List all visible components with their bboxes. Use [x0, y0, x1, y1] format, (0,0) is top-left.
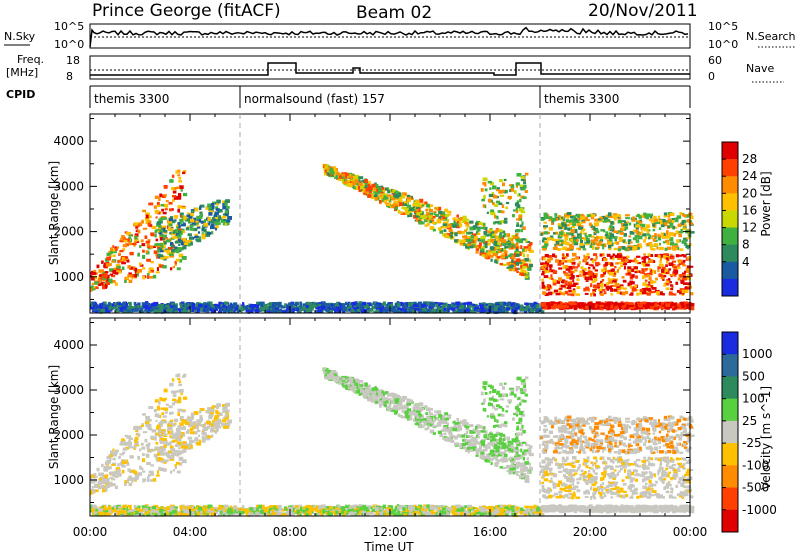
colorbar-swatch: [722, 142, 738, 160]
x-tick-label: 00:00: [673, 525, 708, 539]
x-tick-label: 00:00: [73, 525, 108, 539]
colorbar-swatch: [722, 278, 738, 297]
colorbar-swatch: [722, 210, 738, 229]
nsky-label: N.Sky: [4, 30, 36, 43]
x-tick-label: 20:00: [573, 525, 608, 539]
station-title: Prince George (fitACF): [92, 1, 281, 21]
y-tick-label: 3000: [53, 383, 84, 397]
power-ylabel: Slant Range [km]: [47, 161, 61, 265]
colorbar-tick-label: 8: [742, 238, 750, 252]
colorbar-tick-label: 500: [742, 369, 765, 383]
nsearch-label: N.Search: [746, 30, 796, 43]
y-tick-label: 2000: [53, 225, 84, 239]
colorbar-swatch: [722, 443, 738, 466]
colorbar-swatch: [722, 261, 738, 280]
y-tick-label: 4000: [53, 134, 84, 148]
colorbar-tick-label: 28: [742, 152, 757, 166]
colorbar-tick-label: 25: [742, 414, 757, 428]
colorbar-tick-label: -100: [742, 458, 769, 472]
colorbar-swatch: [722, 159, 738, 177]
colorbar-tick-label: 24: [742, 169, 757, 183]
velocity-colorbar-label: Velocity [m s^-1]: [759, 386, 773, 490]
x-tick-label: 08:00: [273, 525, 308, 539]
colorbar-swatch: [722, 332, 738, 355]
cpid-segment-label: themis 3300: [94, 92, 169, 106]
colorbar-tick-label: 100: [742, 392, 765, 406]
velocity-panel: 1000 2000 3000 4000 Slant Range [km]: [47, 317, 695, 518]
colorbar-swatch: [722, 487, 738, 511]
y-tick-label: 1000: [53, 270, 84, 284]
freq-tick-top: 18: [66, 54, 80, 67]
nave-tick-bottom: 0: [708, 70, 715, 83]
velocity-ylabel: Slant Range [km]: [47, 365, 61, 469]
x-tick-label: 04:00: [173, 525, 208, 539]
power-colorbar: 28 24 20 16 12 8 4: [721, 141, 757, 297]
y-tick-label: 3000: [53, 179, 84, 193]
date-title: 20/Nov/2011: [588, 1, 698, 21]
x-axis-title: Time UT: [363, 540, 414, 554]
nsky-series-line: [89, 26, 689, 48]
freq-label-2: [MHz]: [6, 66, 38, 79]
y-tick-label: 1000: [53, 473, 84, 487]
velocity-colorbar: 1000 500 100 25 -25 -100 -500 -1000: [721, 331, 777, 533]
colorbar-swatch: [722, 376, 738, 400]
colorbar-tick-label: -1000: [742, 503, 777, 517]
frequency-series-line: [90, 62, 690, 76]
y-tick-label: 4000: [53, 338, 84, 352]
y-tick-label: 2000: [53, 428, 84, 442]
nsearch-tick-top: 10^5: [708, 20, 738, 33]
x-axis: 00:00 04:00 08:00 12:00 16:00 20:00 00:00: [73, 525, 708, 539]
colorbar-swatch: [722, 227, 738, 246]
power-panel: 1000 2000 3000 4000 Slant Range [km]: [47, 113, 695, 315]
cpid-segment-label: themis 3300: [544, 92, 619, 106]
colorbar-tick-label: 1000: [742, 347, 773, 361]
colorbar-tick-label: -25: [742, 436, 762, 450]
x-tick-label: 16:00: [473, 525, 508, 539]
cpid-label: CPID: [6, 88, 35, 101]
nave-label: Nave: [746, 62, 774, 75]
freq-label-1: Freq.: [17, 53, 44, 66]
colorbar-swatch: [722, 176, 738, 194]
colorbar-tick-label: -500: [742, 481, 769, 495]
colorbar-swatch: [722, 354, 738, 377]
colorbar-swatch: [722, 509, 738, 533]
colorbar-swatch: [722, 465, 738, 489]
freq-tick-bottom: 8: [66, 70, 73, 83]
nsky-panel: N.Sky 10^5 10^0 10^5 10^0 N.Search: [4, 20, 796, 51]
colorbar-swatch: [722, 244, 738, 263]
frequency-panel: Freq. [MHz] 18 8 60 0 Nave: [6, 53, 784, 83]
cpid-row: CPID themis 3300 normalsound (fast) 157 th…: [6, 85, 691, 108]
colorbar-tick-label: 16: [742, 203, 757, 217]
colorbar-swatch: [722, 420, 738, 444]
colorbar-tick-label: 4: [742, 255, 750, 269]
cpid-segment-label: normalsound (fast) 157: [244, 92, 385, 106]
nsky-tick-bottom: 10^0: [54, 38, 84, 51]
velocity-data-cells: [90, 367, 695, 518]
colorbar-tick-label: 20: [742, 186, 757, 200]
nsearch-tick-bottom: 10^0: [708, 38, 738, 51]
power-data-cells: [90, 163, 695, 315]
power-colorbar-label: Power [dB]: [759, 171, 773, 236]
colorbar-swatch: [722, 398, 738, 422]
colorbar-swatch: [722, 193, 738, 211]
colorbar-tick-label: 12: [742, 221, 757, 235]
nsky-tick-top: 10^5: [54, 20, 84, 33]
x-tick-label: 12:00: [373, 525, 408, 539]
nave-tick-top: 60: [708, 54, 722, 67]
beam-title: Beam 02: [356, 3, 432, 23]
